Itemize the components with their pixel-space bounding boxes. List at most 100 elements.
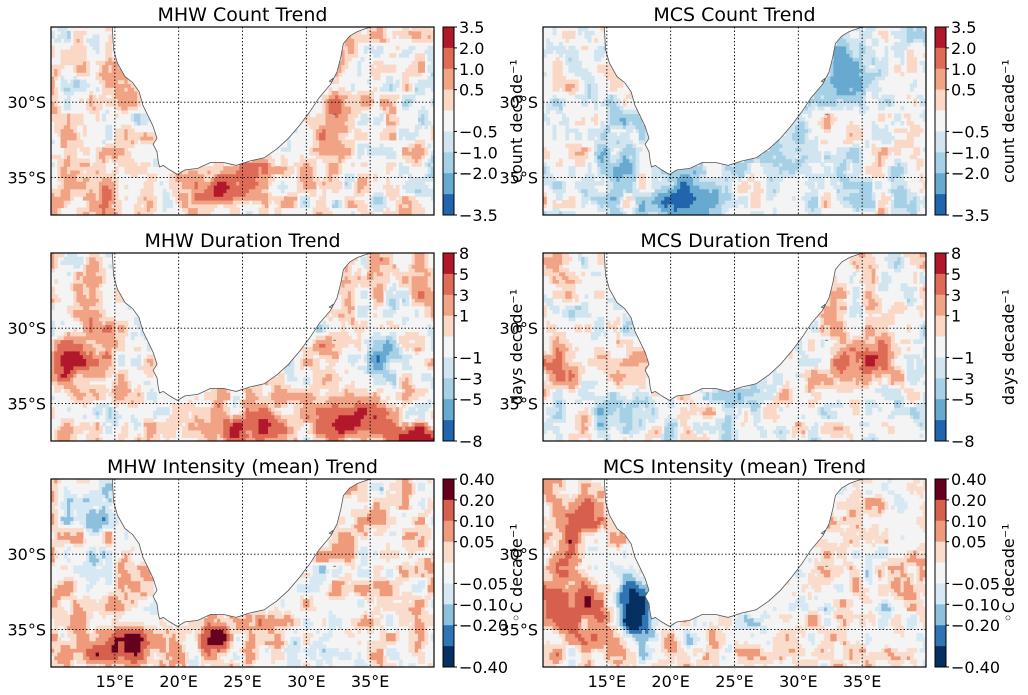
heat-cell (386, 106, 390, 111)
heat-cell (392, 106, 397, 111)
heat-cell (220, 162, 224, 167)
heat-cell (217, 169, 221, 175)
heat-cell (108, 49, 113, 54)
heat-cell (836, 151, 841, 156)
heat-cell (57, 64, 62, 69)
heat-cell (807, 177, 812, 182)
heat-cell (102, 154, 106, 160)
heat-cell (245, 192, 250, 197)
heat-cell (319, 184, 323, 190)
heat-cell (232, 173, 237, 178)
heat-cell (226, 166, 231, 171)
heat-cell (57, 113, 62, 118)
heat-cell (398, 173, 403, 178)
heat-cell (801, 169, 806, 175)
heat-cell (839, 64, 844, 69)
heat-cell (629, 181, 633, 186)
heat-cell (718, 211, 723, 215)
heat-cell (411, 177, 416, 182)
heat-cell (600, 162, 605, 167)
heat-cell (827, 83, 831, 88)
heat-cell (868, 53, 873, 58)
heat-cell (140, 188, 145, 194)
heat-cell (379, 49, 384, 54)
heat-cell (852, 136, 857, 141)
heat-cell (347, 102, 352, 107)
heat-cell (408, 64, 413, 69)
heat-cell (92, 177, 97, 182)
heat-cell (565, 79, 570, 84)
heat-cell (204, 184, 208, 190)
heat-cell (153, 207, 157, 212)
heat-cell (114, 60, 119, 66)
heat-cell (102, 181, 106, 186)
heat-cell (568, 64, 573, 69)
heat-cell (862, 90, 866, 96)
heat-cell (804, 151, 809, 156)
heat-cell (839, 79, 844, 84)
heat-cell (414, 203, 419, 209)
heat-cell (645, 192, 649, 197)
heat-cell (258, 200, 263, 205)
heat-cell (632, 143, 637, 148)
heat-cell (79, 188, 84, 194)
heat-cell (405, 49, 410, 54)
heat-cell (769, 184, 774, 190)
heat-cell (92, 169, 97, 175)
heat-cell (549, 49, 554, 54)
heat-cell (661, 211, 665, 215)
mcs-count-heatmap (543, 27, 926, 215)
heat-cell (677, 200, 681, 205)
heat-cell (693, 184, 697, 190)
heat-cell (613, 173, 617, 178)
heat-cell (111, 200, 116, 205)
heat-cell (836, 196, 841, 201)
heat-cell (226, 169, 231, 175)
heat-cell (405, 106, 410, 111)
heat-cell (95, 49, 100, 54)
heat-cell (105, 203, 110, 209)
heat-cell (331, 117, 336, 122)
heat-cell (82, 192, 87, 197)
heat-cell (405, 188, 410, 194)
colorbar-swatch (443, 131, 454, 153)
heat-cell (619, 166, 624, 171)
heat-cell (686, 196, 691, 201)
heat-cell (632, 162, 637, 167)
heat-cell (740, 184, 745, 190)
heat-cell (865, 34, 870, 39)
heat-cell (140, 132, 145, 137)
heat-cell (654, 188, 659, 194)
heat-cell (811, 203, 815, 209)
heat-cell (823, 203, 828, 209)
heat-cell (430, 169, 434, 175)
heat-cell (315, 139, 320, 145)
heat-cell (331, 169, 336, 175)
heat-cell (807, 207, 812, 212)
heat-cell (827, 90, 831, 96)
heat-cell (146, 181, 151, 186)
heat-cell (95, 45, 100, 51)
heat-cell (689, 184, 694, 190)
heat-cell (108, 151, 113, 156)
heat-cell (414, 162, 419, 167)
heat-cell (185, 211, 189, 215)
heat-cell (376, 147, 381, 152)
heat-cell (718, 177, 723, 182)
heat-cell (657, 203, 662, 209)
heat-cell (788, 154, 793, 160)
heat-cell (89, 42, 94, 47)
heat-cell (373, 60, 378, 66)
heat-cell (220, 169, 224, 175)
heat-cell (379, 132, 384, 137)
heat-cell (414, 147, 419, 152)
heat-cell (833, 45, 838, 51)
heat-cell (565, 132, 570, 137)
heat-cell (261, 166, 266, 171)
heat-cell (421, 106, 425, 111)
heat-cell (207, 196, 212, 201)
heat-cell (581, 117, 586, 122)
heat-cell (57, 166, 62, 171)
heat-cell (351, 124, 355, 130)
heat-cell (578, 94, 582, 100)
